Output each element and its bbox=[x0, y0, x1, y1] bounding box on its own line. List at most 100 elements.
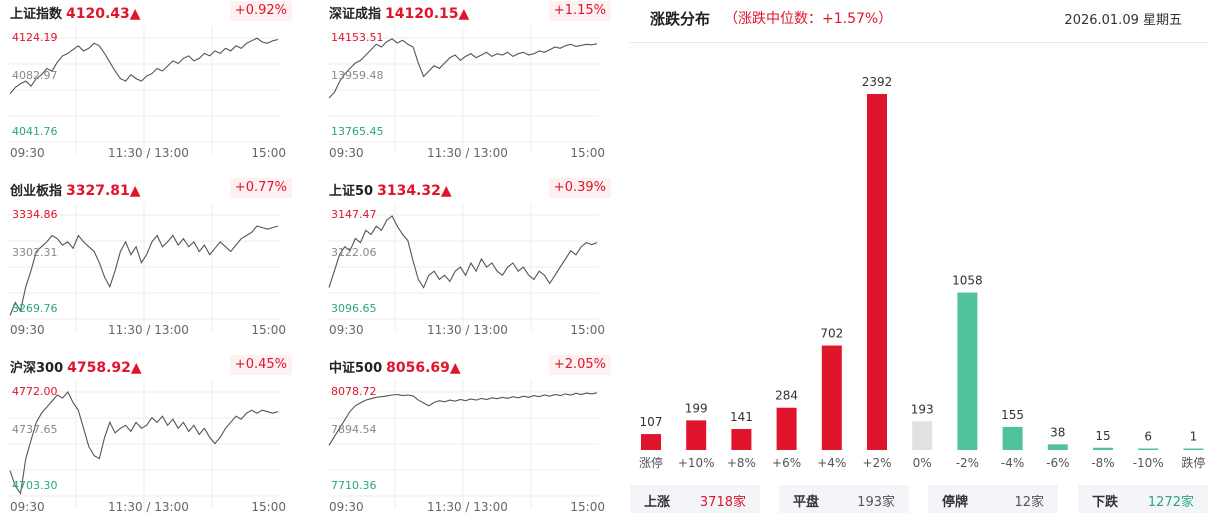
price-line bbox=[9, 391, 279, 495]
bar[interactable] bbox=[867, 94, 887, 450]
index-change-badge: +1.15% bbox=[548, 1, 611, 21]
summary-flat: 平盘 193家 bbox=[779, 485, 909, 513]
time-open: 09:30 bbox=[10, 500, 45, 514]
bar-value-label: 199 bbox=[685, 401, 708, 415]
intraday-plot bbox=[8, 26, 280, 154]
index-panel-cyb[interactable]: 创业板指 3327.81▲ +0.77% 3334.86 3302.31 3269… bbox=[8, 177, 296, 347]
index-panel-hs300[interactable]: 沪深300 4758.92▲ +0.45% 4772.00 4737.65 470… bbox=[8, 354, 296, 515]
time-close: 15:00 bbox=[570, 323, 605, 337]
time-axis: 09:30 11:30 / 13:00 15:00 bbox=[327, 146, 615, 160]
time-noon: 11:30 / 13:00 bbox=[108, 500, 189, 514]
chart-low-label: 7710.36 bbox=[331, 479, 377, 492]
bar-value-label: 38 bbox=[1050, 425, 1065, 439]
time-close: 15:00 bbox=[251, 146, 286, 160]
summary-value: 1272家 bbox=[1147, 495, 1194, 510]
intraday-chart[interactable]: 4772.00 4737.65 4703.30 bbox=[8, 380, 296, 508]
index-change-badge: +2.05% bbox=[548, 355, 611, 375]
time-close: 15:00 bbox=[251, 323, 286, 337]
index-name: 沪深300 bbox=[10, 361, 64, 376]
intraday-chart[interactable]: 3147.47 3122.06 3096.65 bbox=[327, 203, 615, 331]
index-value: 8056.69▲ bbox=[386, 360, 461, 376]
bar-category-label: +8% bbox=[727, 456, 756, 470]
chart-high-label: 4772.00 bbox=[12, 385, 58, 398]
chart-high-label: 4124.19 bbox=[12, 31, 58, 44]
chart-low-label: 4041.76 bbox=[12, 125, 58, 138]
trade-date: 2026.01.09 星期五 bbox=[1064, 13, 1182, 28]
summary-value: 12家 bbox=[1014, 495, 1044, 510]
bar-value-label: 107 bbox=[640, 415, 663, 429]
index-name: 创业板指 bbox=[10, 184, 63, 199]
intraday-chart[interactable]: 3334.86 3302.31 3269.76 bbox=[8, 203, 296, 331]
chart-mid-label: 4082.97 bbox=[12, 69, 58, 82]
bar[interactable] bbox=[686, 420, 707, 450]
bar-value-label: 15 bbox=[1095, 429, 1110, 443]
index-value: 4758.92▲ bbox=[67, 360, 142, 376]
bar-category-label: +4% bbox=[817, 456, 846, 470]
distribution-title: 涨跌分布 bbox=[650, 10, 711, 28]
bar-category-label: 涨停 bbox=[639, 455, 663, 470]
index-panel-zz500[interactable]: 中证500 8056.69▲ +2.05% 8078.72 7894.54 771… bbox=[327, 354, 615, 515]
summary-up: 上涨 3718家 bbox=[630, 485, 760, 513]
index-change-badge: +0.77% bbox=[229, 178, 292, 198]
price-line bbox=[9, 37, 279, 95]
summary-label: 平盘 bbox=[793, 495, 820, 510]
intraday-chart[interactable]: 4124.19 4082.97 4041.76 bbox=[8, 26, 296, 154]
bar-category-label: 跌停 bbox=[1181, 455, 1205, 470]
bar-category-label: +6% bbox=[772, 456, 801, 470]
bar[interactable] bbox=[957, 292, 978, 450]
summary-label: 下跌 bbox=[1092, 495, 1119, 510]
summary-suspended: 停牌 12家 bbox=[928, 485, 1058, 513]
time-open: 09:30 bbox=[10, 323, 45, 337]
bar-value-label: 141 bbox=[730, 410, 753, 424]
index-change-badge: +0.92% bbox=[229, 1, 292, 21]
index-header: 上证指数 4120.43▲ +0.92% bbox=[8, 0, 296, 26]
chart-mid-label: 3122.06 bbox=[331, 246, 377, 259]
summary-down: 下跌 1272家 bbox=[1078, 485, 1208, 513]
bar-category-label: 0% bbox=[913, 456, 932, 470]
intraday-chart[interactable]: 14153.51 13959.48 13765.45 bbox=[327, 26, 615, 154]
time-axis: 09:30 11:30 / 13:00 15:00 bbox=[327, 500, 615, 514]
chart-low-label: 3096.65 bbox=[331, 302, 377, 315]
chart-mid-label: 4737.65 bbox=[12, 423, 58, 436]
distribution-bar-chart[interactable]: 107 涨停 199 +10% 141 +8% 284 +6% 702 +4% 2392 +2% 193… bbox=[630, 44, 1208, 474]
summary-label: 停牌 bbox=[942, 495, 969, 510]
bar[interactable] bbox=[776, 407, 797, 450]
bar[interactable] bbox=[821, 345, 842, 450]
index-panel-sh[interactable]: 上证指数 4120.43▲ +0.92% 4124.19 4082.97 4041… bbox=[8, 0, 296, 170]
intraday-plot bbox=[327, 380, 599, 508]
bar[interactable] bbox=[1002, 426, 1023, 450]
bar-value-label: 284 bbox=[775, 389, 798, 403]
index-value: 3327.81▲ bbox=[66, 183, 141, 199]
bar[interactable] bbox=[731, 429, 752, 450]
intraday-plot bbox=[8, 380, 280, 508]
chart-high-label: 8078.72 bbox=[331, 385, 377, 398]
index-panel-sz[interactable]: 深证成指 14120.15▲ +1.15% 14153.51 13959.48 1… bbox=[327, 0, 615, 170]
chart-mid-label: 7894.54 bbox=[331, 423, 377, 436]
bar[interactable] bbox=[1138, 448, 1159, 451]
index-name: 上证指数 bbox=[10, 7, 63, 22]
index-value: 3134.32▲ bbox=[377, 183, 452, 199]
chart-mid-label: 3302.31 bbox=[12, 246, 58, 259]
bar[interactable] bbox=[641, 434, 661, 450]
chart-high-label: 3147.47 bbox=[331, 208, 377, 221]
bar-value-label: 2392 bbox=[862, 75, 893, 89]
price-line bbox=[328, 38, 598, 99]
chart-low-label: 13765.45 bbox=[331, 125, 384, 138]
price-line bbox=[328, 392, 598, 446]
bar[interactable] bbox=[912, 421, 933, 450]
bar-category-label: -4% bbox=[1001, 456, 1024, 470]
bar[interactable] bbox=[1183, 448, 1204, 451]
bar[interactable] bbox=[1093, 447, 1113, 450]
time-open: 09:30 bbox=[10, 146, 45, 160]
bar[interactable] bbox=[1047, 444, 1068, 450]
index-name: 深证成指 bbox=[329, 7, 382, 22]
intraday-chart[interactable]: 8078.72 7894.54 7710.36 bbox=[327, 380, 615, 508]
index-change-badge: +0.45% bbox=[229, 355, 292, 375]
time-close: 15:00 bbox=[570, 146, 605, 160]
index-value: 4120.43▲ bbox=[66, 6, 141, 22]
price-line bbox=[328, 215, 598, 289]
chart-low-label: 3269.76 bbox=[12, 302, 58, 315]
time-close: 15:00 bbox=[570, 500, 605, 514]
index-panel-sz50[interactable]: 上证50 3134.32▲ +0.39% 3147.47 3122.06 3096… bbox=[327, 177, 615, 347]
